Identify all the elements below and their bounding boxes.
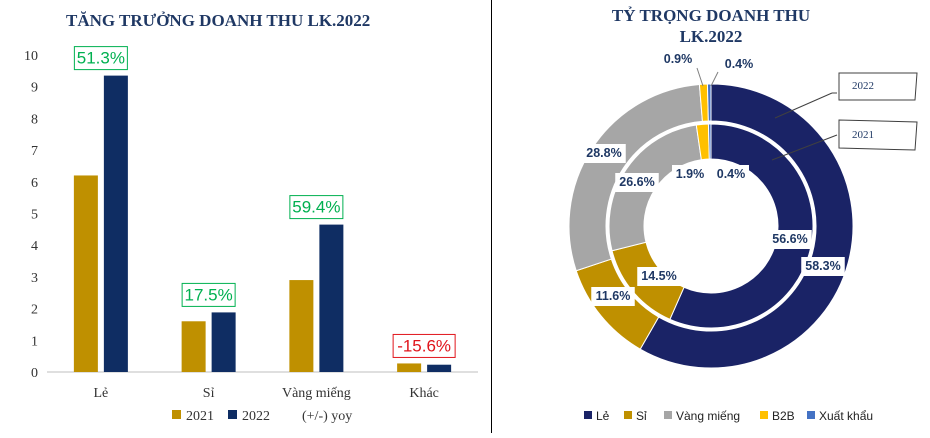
donut-slice-2022 [639, 83, 854, 369]
slice-value-label: 0.4% [717, 167, 746, 181]
y-tick-label: 10 [24, 49, 38, 64]
callout-label-2021: 2021 [852, 129, 874, 141]
callout-line-2022 [774, 92, 833, 119]
legend-label-2021: 2021 [186, 409, 214, 424]
legend-swatch-2021 [172, 410, 181, 419]
slice-label-box [637, 267, 681, 286]
slice-label-box [615, 173, 659, 192]
yoy-label-box [181, 282, 236, 307]
donut-chart-svg: TỶ TRỌNG DOANH THU LK.2022 58.3% 11.6% 28.8%… [568, 6, 918, 423]
bar-2022 [211, 312, 236, 372]
bar-2021 [181, 321, 206, 372]
y-tick-label: 5 [31, 208, 38, 223]
y-tick-label: 9 [31, 81, 38, 96]
x-tick-label: Khác [409, 386, 439, 401]
yoy-label: 17.5% [185, 285, 233, 304]
panel-divider [491, 0, 492, 433]
slice-value-label: 28.8% [586, 146, 621, 160]
legend-swatch [760, 411, 768, 419]
y-tick-label: 2 [31, 303, 38, 318]
legend-label-yoy: (+/-) yoy [302, 409, 352, 424]
y-tick-label: 3 [31, 271, 38, 286]
y-tick-label: 0 [31, 366, 38, 381]
x-tick-label: Vàng miếng [282, 386, 351, 401]
legend-swatch-2022 [228, 410, 237, 419]
chart-title: TĂNG TRƯỞNG DOANH THU LK.2022 [66, 11, 370, 30]
yoy-label-box [289, 195, 344, 220]
slice-value-label: 58.3% [805, 259, 840, 273]
slice-label-box [660, 50, 696, 69]
slice-value-label: 26.6% [619, 175, 654, 189]
bar-2021 [73, 175, 98, 372]
yoy-label-box [392, 333, 456, 358]
leader-line [696, 67, 704, 87]
chart-title-line-2: LK.2022 [680, 27, 743, 46]
slice-value-label: 56.6% [772, 232, 807, 246]
slice-label-box [672, 165, 708, 184]
slice-label-box [801, 257, 845, 276]
legend-label: Xuất khẩu [819, 409, 873, 423]
y-tick-label: 4 [31, 239, 38, 254]
legend-swatch [584, 411, 592, 419]
legend-swatch [807, 411, 815, 419]
callout-line-2021 [771, 134, 838, 161]
slice-value-label: 0.9% [664, 52, 693, 66]
slice-label-box [582, 144, 626, 163]
slice-label-box [768, 230, 812, 249]
donut-slice-2022 [706, 83, 712, 122]
legend-label-2022: 2022 [242, 409, 270, 424]
yoy-label: -15.6% [397, 336, 451, 355]
bar-2021 [289, 280, 314, 372]
legend-label: Lẻ [596, 409, 610, 423]
legend-label: B2B [772, 409, 795, 423]
y-tick-label: 1 [31, 334, 38, 349]
legend-label: Sỉ [636, 409, 647, 423]
slice-value-label: 11.6% [596, 289, 631, 303]
slice-value-label: 0.4% [725, 57, 754, 71]
yoy-label: 51.3% [77, 49, 125, 68]
x-tick-label: Lẻ [93, 386, 108, 401]
callout-box-2022 [838, 72, 918, 101]
slice-value-label: 1.9% [676, 167, 705, 181]
slice-label-box [721, 55, 757, 74]
yoy-label: 59.4% [292, 198, 340, 217]
bar-2022 [103, 75, 128, 372]
bar-chart-svg: TĂNG TRƯỞNG DOANH THU LK.2022 0 1 2 3 4 5 6 7 8 9 1… [24, 11, 478, 424]
legend-swatch [664, 411, 672, 419]
y-tick-label: 7 [31, 144, 38, 159]
bar-2021 [397, 363, 422, 372]
donut-slice-2021 [669, 123, 814, 329]
bar-2022 [319, 224, 344, 372]
revenue-growth-chart: TĂNG TRƯỞNG DOANH THU LK.2022 0 1 2 3 4 5 6 7 8 9 1… [24, 11, 478, 424]
revenue-share-chart: TỶ TRỌNG DOANH THU LK.2022 58.3% 11.6% 28.8%… [492, 0, 930, 433]
callout-label-2022: 2022 [852, 80, 874, 92]
leader-line [710, 71, 719, 87]
callout-box-2021 [838, 119, 918, 151]
y-tick-label: 8 [31, 112, 38, 127]
slice-label-box [713, 165, 749, 184]
donut-slice-2021 [707, 123, 712, 160]
slice-label-box [591, 287, 635, 306]
chart-title-line-1: TỶ TRỌNG DOANH THU [612, 6, 810, 25]
legend-label: Vàng miếng [676, 409, 740, 423]
yoy-label-box [73, 46, 128, 71]
bar-2022 [427, 364, 452, 372]
x-tick-label: Sỉ [203, 386, 215, 401]
y-tick-label: 6 [31, 176, 38, 191]
slice-value-label: 14.5% [641, 269, 676, 283]
legend-swatch [624, 411, 632, 419]
